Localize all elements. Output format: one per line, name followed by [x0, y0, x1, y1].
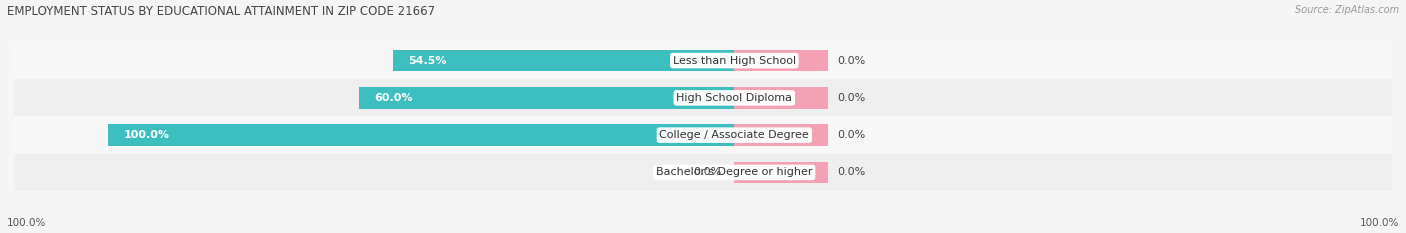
Bar [734, 124, 828, 146]
Bar [734, 50, 828, 71]
Text: 0.0%: 0.0% [838, 93, 866, 103]
Bar [14, 116, 1392, 154]
Text: 100.0%: 100.0% [124, 130, 170, 140]
Text: EMPLOYMENT STATUS BY EDUCATIONAL ATTAINMENT IN ZIP CODE 21667: EMPLOYMENT STATUS BY EDUCATIONAL ATTAINM… [7, 5, 434, 18]
Text: 0.0%: 0.0% [838, 168, 866, 177]
Bar [359, 87, 734, 109]
Text: 100.0%: 100.0% [1360, 218, 1399, 228]
Bar [734, 87, 828, 109]
Text: 0.0%: 0.0% [838, 56, 866, 65]
Text: 54.5%: 54.5% [409, 56, 447, 65]
Text: High School Diploma: High School Diploma [676, 93, 793, 103]
Text: Less than High School: Less than High School [672, 56, 796, 65]
Text: Source: ZipAtlas.com: Source: ZipAtlas.com [1295, 5, 1399, 15]
Bar [14, 154, 1392, 191]
Bar [734, 162, 828, 183]
Text: Bachelor's Degree or higher: Bachelor's Degree or higher [657, 168, 813, 177]
Bar [14, 42, 1392, 79]
Text: 0.0%: 0.0% [838, 130, 866, 140]
Text: 0.0%: 0.0% [693, 168, 721, 177]
Bar [14, 79, 1392, 116]
Bar [108, 124, 734, 146]
Text: 100.0%: 100.0% [7, 218, 46, 228]
Text: College / Associate Degree: College / Associate Degree [659, 130, 810, 140]
Text: 60.0%: 60.0% [374, 93, 413, 103]
Bar [392, 50, 734, 71]
